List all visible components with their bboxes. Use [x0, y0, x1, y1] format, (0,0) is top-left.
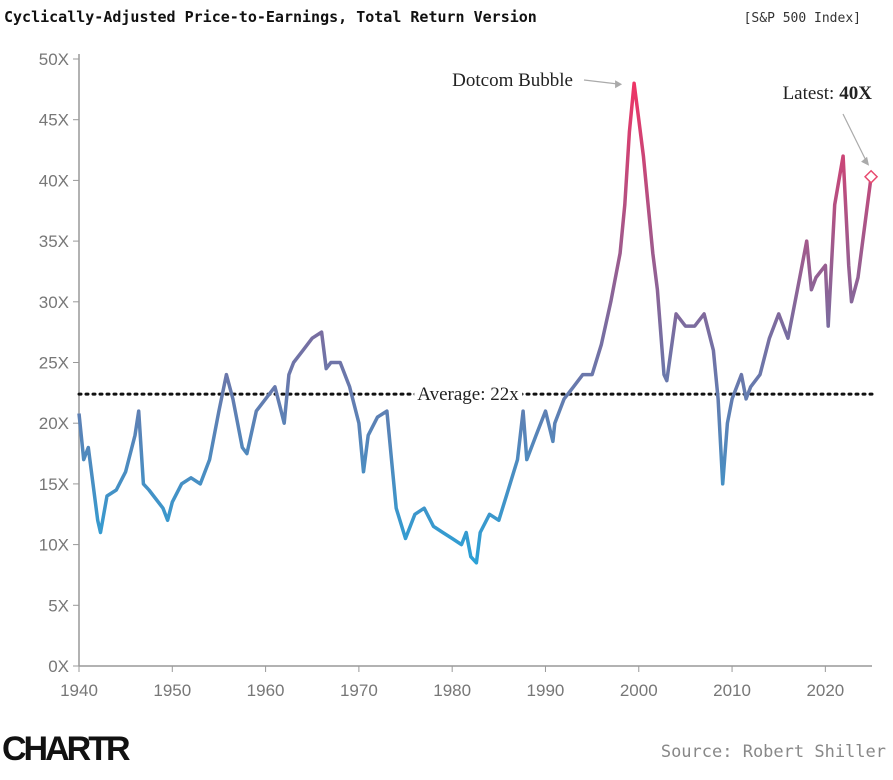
annotation: Latest: 40X [783, 83, 873, 104]
chart-title: Cyclically-Adjusted Price-to-Earnings, T… [4, 8, 537, 26]
x-tick-label: 1960 [247, 681, 285, 700]
y-tick-label: 50X [39, 50, 69, 69]
y-tick-label: 35X [39, 232, 69, 251]
x-tick-label: 2020 [806, 681, 844, 700]
x-tick-label: 2000 [620, 681, 658, 700]
annotation-arrow [583, 79, 621, 85]
y-tick-label: 25X [39, 354, 69, 373]
y-tick-label: 10X [39, 536, 69, 555]
y-tick-label: 45X [39, 111, 69, 130]
latest-marker [864, 169, 879, 184]
y-tick-label: 30X [39, 293, 69, 312]
y-tick-label: 0X [48, 657, 69, 676]
annotation-text: Latest: [783, 83, 835, 104]
arrow-head [615, 80, 623, 89]
chart-subtitle: [S&P 500 Index] [744, 11, 861, 26]
source: Source: Robert Shiller [661, 742, 886, 762]
y-tick-label: 20X [39, 414, 69, 433]
logo: CHARTR [2, 730, 130, 768]
annotation: Dotcom Bubble [452, 70, 573, 91]
y-tick-label: 40X [39, 171, 69, 190]
annotation-value: 40X [839, 83, 872, 104]
annotation-arrow [842, 113, 868, 164]
average-label-bg [414, 384, 523, 406]
arrow-head [861, 156, 870, 166]
y-tick-label: 5X [48, 596, 69, 615]
x-tick-label: 1980 [433, 681, 471, 700]
x-tick-label: 1940 [60, 681, 98, 700]
x-tick-label: 1950 [153, 681, 191, 700]
x-tick-label: 2010 [713, 681, 751, 700]
average-label: Average: 22x [417, 384, 519, 405]
cape-line [77, 81, 873, 565]
y-tick-label: 15X [39, 475, 69, 494]
x-tick-label: 1970 [340, 681, 378, 700]
x-tick-label: 1990 [527, 681, 565, 700]
